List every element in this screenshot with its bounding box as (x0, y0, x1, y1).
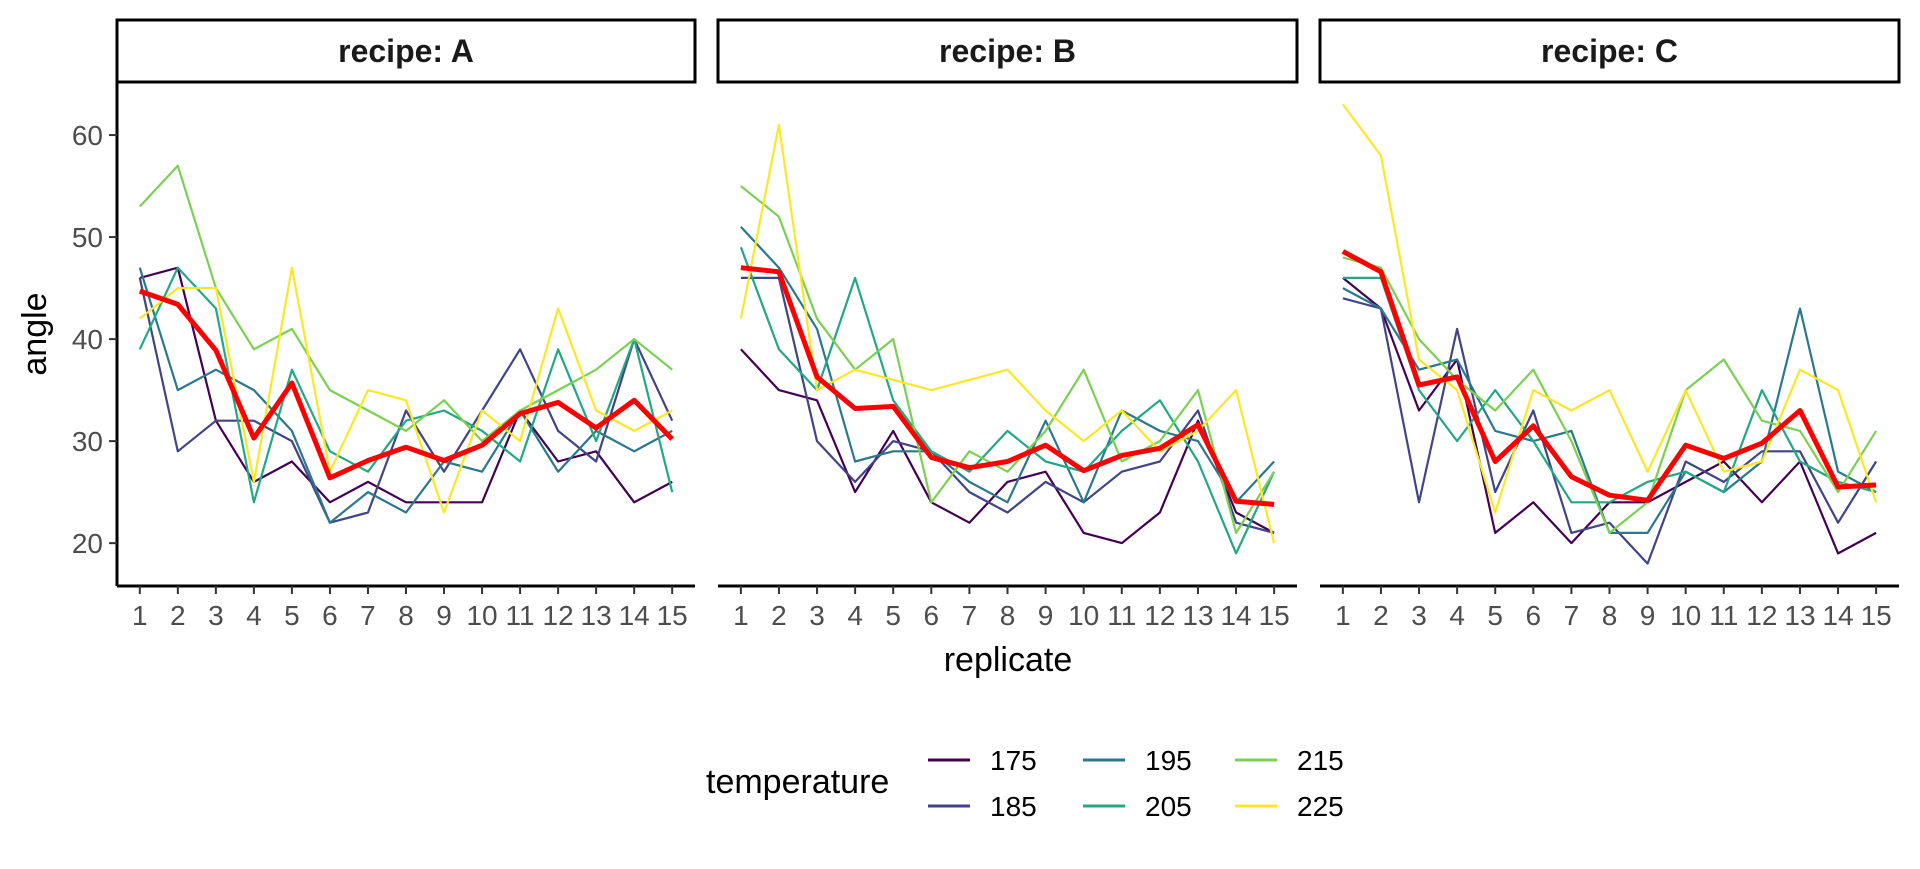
legend-title: temperature (706, 763, 889, 801)
legend-label: 195 (1145, 745, 1192, 776)
series-line-205 (739, 246, 1276, 555)
x-tick-label: 11 (506, 600, 535, 631)
x-tick-label: 10 (1068, 600, 1099, 631)
x-tick-label: 9 (1038, 600, 1054, 631)
x-tick-label: 1 (1335, 600, 1351, 631)
x-tick-label: 6 (322, 600, 338, 631)
series-line-225 (139, 266, 673, 514)
x-tick-label: 1 (733, 600, 749, 631)
x-tick-label: 1 (132, 600, 148, 631)
x-tick-label: 3 (1411, 600, 1427, 631)
x-tick-label: 3 (809, 600, 825, 631)
facet-strip (716, 18, 1299, 84)
x-tick-label: 11 (1107, 600, 1136, 631)
x-axis-title: replicate (944, 641, 1073, 679)
x-tick-label: 6 (924, 600, 940, 631)
x-tick-label: 4 (246, 600, 262, 631)
x-tick-label: 10 (466, 600, 497, 631)
x-tick-label: 7 (1564, 600, 1580, 631)
y-tick-label: 60 (72, 120, 103, 151)
mean-line (740, 265, 1275, 507)
facet-strip (115, 18, 697, 84)
mean-line (138, 288, 674, 481)
x-tick-label: 8 (1000, 600, 1016, 631)
x-tick-label: 2 (170, 600, 186, 631)
series-line-205 (1342, 276, 1877, 504)
x-tick-label: 6 (1526, 600, 1542, 631)
x-tick-label: 3 (208, 600, 224, 631)
x-tick-label: 15 (657, 600, 688, 631)
series-line-205 (138, 266, 674, 504)
y-tick-label: 40 (72, 324, 103, 355)
series-line-185 (138, 277, 674, 524)
x-tick-label: 13 (581, 600, 612, 631)
series-line-215 (1342, 256, 1878, 535)
legend-label: 205 (1145, 791, 1192, 822)
y-tick-label: 50 (72, 222, 103, 253)
x-tick-label: 12 (1746, 600, 1777, 631)
mean-line (1341, 249, 1877, 503)
x-tick-label: 14 (619, 600, 650, 631)
x-tick-label: 4 (847, 600, 863, 631)
facet-strip-label: recipe: C (1541, 33, 1678, 69)
series-line-175 (740, 348, 1275, 545)
x-tick-label: 7 (962, 600, 978, 631)
x-tick-label: 12 (543, 600, 574, 631)
x-tick-label: 2 (771, 600, 787, 631)
facet-strip-label: recipe: A (338, 33, 474, 69)
x-tick-label: 14 (1822, 600, 1853, 631)
x-tick-label: 15 (1861, 600, 1892, 631)
x-tick-label: 5 (885, 600, 901, 631)
legend-label: 175 (990, 745, 1037, 776)
x-tick-label: 11 (1709, 600, 1738, 631)
y-tick-label: 20 (72, 528, 103, 559)
x-tick-label: 9 (436, 600, 452, 631)
series-line-225 (739, 123, 1276, 544)
x-tick-label: 14 (1220, 600, 1251, 631)
x-tick-label: 15 (1259, 600, 1290, 631)
x-tick-label: 9 (1640, 600, 1656, 631)
x-tick-label: 8 (1602, 600, 1618, 631)
x-tick-label: 10 (1670, 600, 1701, 631)
x-tick-label: 13 (1784, 600, 1815, 631)
legend-label: 225 (1297, 791, 1344, 822)
y-tick-label: 30 (72, 426, 103, 457)
series-line-185 (740, 276, 1275, 534)
x-tick-label: 8 (398, 600, 414, 631)
x-tick-label: 12 (1144, 600, 1175, 631)
x-tick-label: 5 (284, 600, 300, 631)
facet-strip (1318, 18, 1901, 84)
x-tick-label: 13 (1182, 600, 1213, 631)
series-line-225 (1342, 103, 1878, 514)
x-tick-label: 4 (1449, 600, 1465, 631)
facet-strip-label: recipe: B (939, 33, 1076, 69)
series-line-215 (740, 185, 1276, 535)
x-tick-label: 2 (1373, 600, 1389, 631)
legend-label: 215 (1297, 745, 1344, 776)
x-tick-label: 7 (360, 600, 376, 631)
x-tick-label: 5 (1487, 600, 1503, 631)
y-axis-title: angle (16, 292, 54, 375)
series-line-185 (1342, 297, 1878, 565)
series-line-175 (139, 266, 673, 504)
legend-label: 185 (990, 791, 1037, 822)
